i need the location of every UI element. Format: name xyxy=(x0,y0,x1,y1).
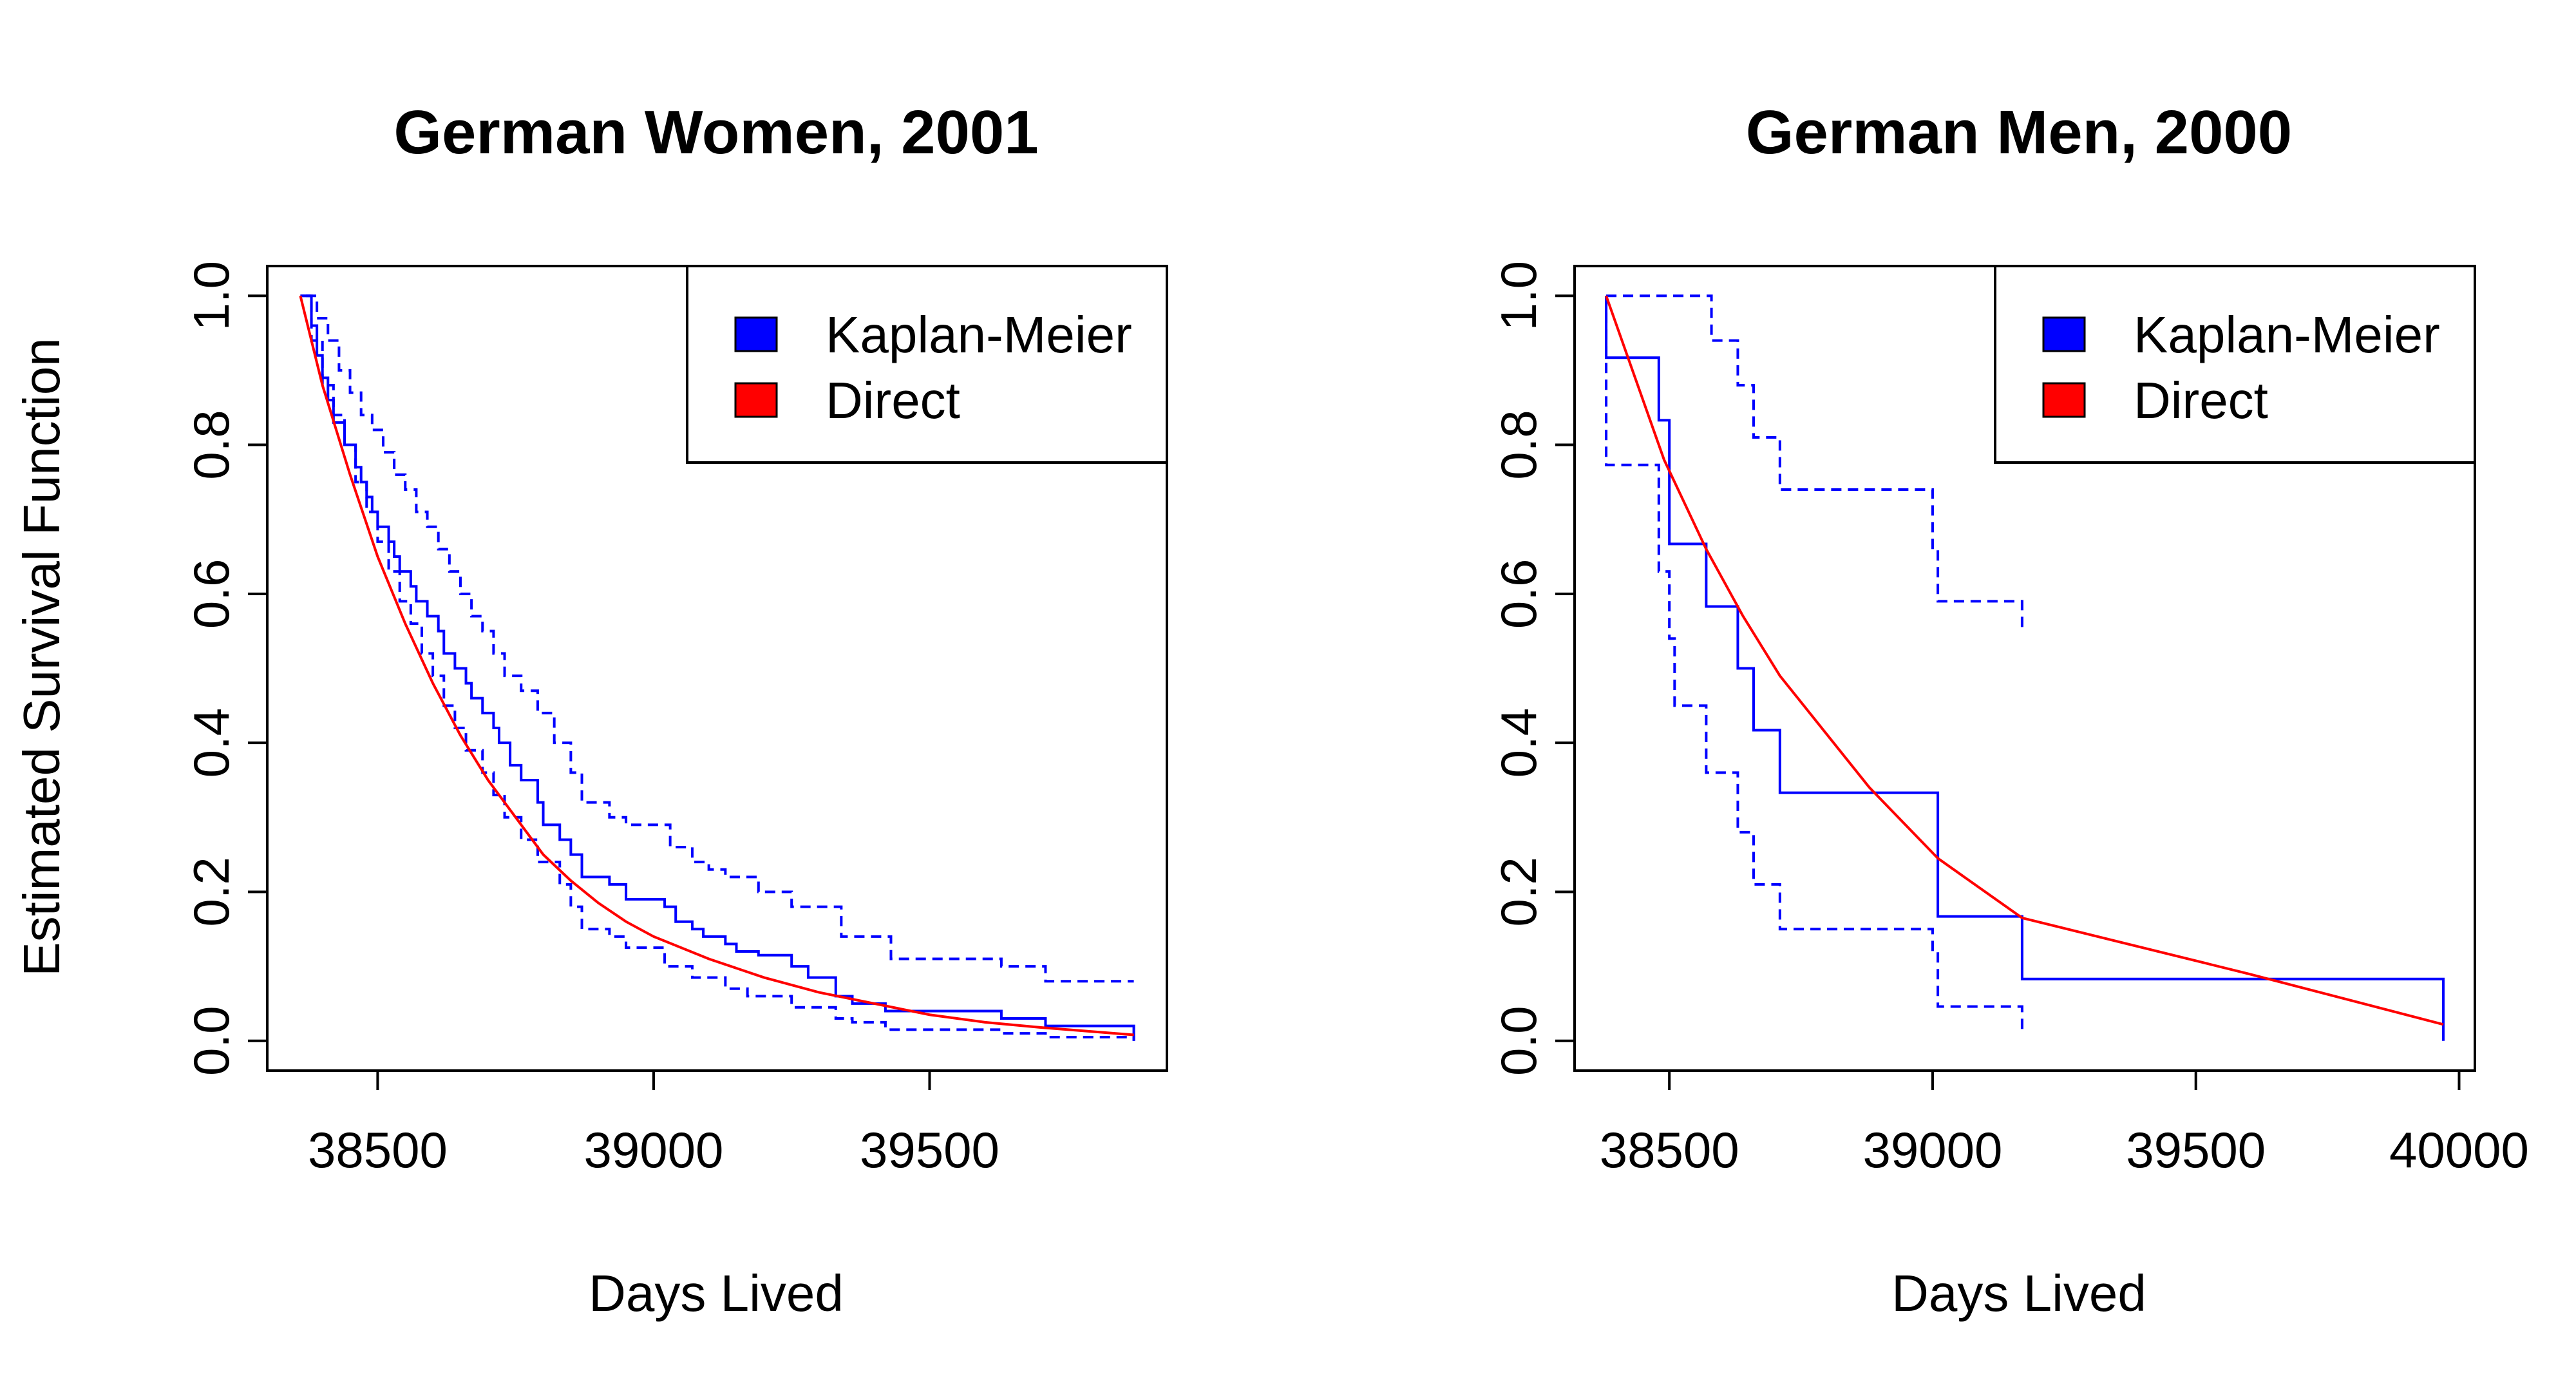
legend-label: Direct xyxy=(2134,372,2268,429)
x-axis-label: Days Lived xyxy=(589,1265,844,1322)
y-tick-label: 0.8 xyxy=(183,410,240,479)
y-tick-label: 0.4 xyxy=(1490,708,1547,778)
series-kaplan-meier-lower xyxy=(300,294,1135,1041)
series-kaplan-meier-lower xyxy=(1605,296,2023,1034)
panel-german-women-2001: German Women, 2001 Days Lived 38500 39000… xyxy=(183,98,1168,1322)
y-tick-label: 0.2 xyxy=(183,857,240,926)
legend: Kaplan-Meier Direct xyxy=(686,265,1168,464)
series-kaplan-meier xyxy=(300,294,1135,1041)
series-direct xyxy=(299,295,1134,1036)
x-tick-label: 38500 xyxy=(308,1122,448,1178)
x-tick-label: 38500 xyxy=(1600,1122,1739,1178)
x-tick-label: 39500 xyxy=(2126,1122,2266,1178)
series-kaplan-meier xyxy=(1605,296,2445,1041)
panel-title: German Women, 2001 xyxy=(393,98,1038,167)
y-axis: 0.0 0.2 0.4 0.6 0.8 1.0 xyxy=(183,261,269,1076)
legend-box xyxy=(686,265,1168,464)
x-tick-label: 39000 xyxy=(583,1122,723,1178)
y-tick-label: 1.0 xyxy=(183,261,240,330)
y-tick-label: 0.6 xyxy=(183,559,240,629)
legend-label: Kaplan-Meier xyxy=(2134,306,2440,363)
y-tick-label: 0.2 xyxy=(1490,857,1547,926)
legend-swatch-direct xyxy=(734,382,778,418)
y-axis: 0.0 0.2 0.4 0.6 0.8 1.0 xyxy=(1490,261,1576,1076)
x-axis: 38500 39000 39500 40000 xyxy=(1600,1069,2529,1178)
legend: Kaplan-Meier Direct xyxy=(1994,265,2476,464)
panel-title: German Men, 2000 xyxy=(1746,98,2292,167)
legend-label: Kaplan-Meier xyxy=(826,306,1132,363)
y-tick-label: 0.6 xyxy=(1490,559,1547,629)
x-tick-label: 39000 xyxy=(1862,1122,2002,1178)
x-tick-label: 40000 xyxy=(2389,1122,2529,1178)
series-kaplan-meier-upper xyxy=(1606,294,2023,631)
y-tick-label: 1.0 xyxy=(1490,261,1547,330)
y-axis-label: Estimated Survival Function xyxy=(13,338,70,977)
y-tick-label: 0.0 xyxy=(1490,1006,1547,1076)
legend-swatch-kaplan-meier xyxy=(2042,316,2086,352)
x-axis: 38500 39000 39500 xyxy=(308,1069,999,1178)
y-tick-label: 0.0 xyxy=(183,1006,240,1076)
legend-box xyxy=(1994,265,2476,464)
panel-german-men-2000: German Men, 2000 Days Lived 38500 39000 39… xyxy=(1490,98,2529,1322)
y-tick-label: 0.8 xyxy=(1490,410,1547,479)
series-direct xyxy=(1605,295,2444,1026)
legend-swatch-direct xyxy=(2042,382,2086,418)
legend-swatch-kaplan-meier xyxy=(734,316,778,352)
x-tick-label: 39500 xyxy=(860,1122,999,1178)
legend-label: Direct xyxy=(826,372,960,429)
y-tick-label: 0.4 xyxy=(183,708,240,778)
x-axis-label: Days Lived xyxy=(1891,1265,2146,1322)
